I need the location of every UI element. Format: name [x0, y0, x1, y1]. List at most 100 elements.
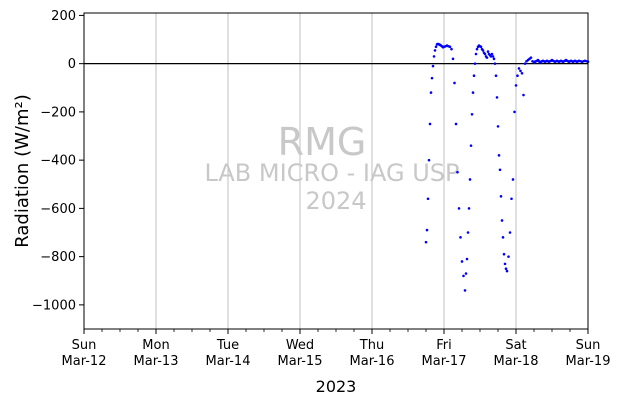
data-point: [500, 219, 504, 222]
data-point: [491, 55, 495, 58]
y-tick-label: 0: [68, 57, 76, 72]
x-tick-day: Sun: [576, 338, 601, 353]
data-point: [428, 122, 432, 126]
data-point: [507, 255, 510, 258]
data-point: [471, 91, 475, 94]
data-point: [504, 267, 508, 270]
data-point: [510, 197, 513, 201]
data-point: [490, 52, 494, 56]
data-point: [470, 113, 474, 116]
data-point: [516, 74, 519, 78]
data-point: [522, 93, 525, 97]
watermark-line-2: LAB MICRO - IAG USP: [204, 159, 459, 187]
data-point: [426, 197, 430, 201]
data-point: [517, 67, 521, 70]
data-point: [462, 274, 465, 278]
data-point: [465, 257, 469, 261]
data-point: [481, 49, 485, 52]
data-point: [460, 260, 464, 263]
data-point: [475, 47, 479, 51]
data-point: [424, 240, 428, 244]
data-point: [434, 45, 438, 49]
data-point: [485, 56, 489, 59]
data-point: [425, 228, 429, 232]
data-point: [430, 76, 434, 80]
data-point: [502, 252, 506, 256]
data-point: [469, 144, 473, 147]
data-point: [467, 207, 471, 210]
x-tick-date: Mar-17: [422, 354, 467, 369]
data-point: [483, 52, 487, 56]
watermark: RMG LAB MICRO - IAG USP 2024: [204, 120, 459, 215]
data-point: [523, 62, 527, 65]
data-point: [496, 125, 500, 128]
data-point: [498, 168, 502, 172]
data-point: [453, 81, 456, 85]
data-point: [495, 96, 499, 99]
data-point: [454, 122, 458, 126]
x-tick-date: Mar-16: [350, 354, 395, 369]
data-point: [499, 195, 503, 198]
x-tick-day: Mon: [142, 338, 169, 353]
data-point: [501, 236, 505, 239]
watermark-line-3: 2024: [305, 187, 366, 215]
data-point: [429, 91, 433, 94]
data-point: [503, 262, 507, 266]
data-point: [468, 178, 472, 181]
data-point: [508, 231, 512, 234]
data-point: [432, 55, 436, 58]
data-point: [492, 57, 496, 61]
x-tick-date: Mar-12: [62, 354, 107, 369]
y-axis: 200 0 −200 −400 −600 −800 −1000: [32, 9, 84, 313]
data-point: [464, 272, 468, 275]
data-point: [451, 57, 455, 61]
data-point: [473, 62, 477, 65]
data-point: [494, 74, 498, 78]
data-point: [519, 69, 522, 73]
y-tick-label: −400: [40, 154, 76, 169]
x-tick-date: Mar-13: [134, 354, 179, 369]
y-tick-label: −800: [40, 250, 76, 265]
data-point: [514, 84, 518, 87]
data-point: [459, 236, 462, 239]
x-tick-date: Mar-14: [206, 354, 251, 369]
y-tick-label: 200: [51, 9, 76, 24]
data-point: [497, 154, 501, 157]
data-point: [479, 45, 483, 49]
data-point: [448, 45, 452, 49]
data-point: [463, 289, 467, 292]
data-point: [466, 231, 470, 234]
watermark-line-1: RMG: [278, 120, 367, 164]
vertical-grid: [155, 13, 517, 329]
data-point: [472, 74, 476, 78]
y-tick-label: −1000: [32, 298, 76, 313]
data-point: [493, 62, 497, 65]
y-axis-title: Radiation (W/m²): [12, 94, 33, 247]
data-point: [529, 56, 533, 59]
x-tick-day: Sat: [505, 338, 526, 353]
data-point: [486, 50, 490, 53]
x-axis: SunMar-12MonMar-13TueMar-14WedMar-15ThuM…: [62, 329, 610, 369]
data-point: [511, 178, 515, 181]
y-tick-label: −200: [40, 105, 76, 120]
x-tick-date: Mar-15: [278, 354, 323, 369]
x-tick-day: Wed: [286, 338, 314, 353]
data-point: [427, 158, 431, 162]
y-tick-label: −600: [40, 202, 76, 217]
data-point: [520, 72, 524, 75]
x-tick-day: Sun: [72, 338, 97, 353]
data-point: [431, 64, 435, 68]
data-point: [513, 110, 516, 114]
data-point: [474, 52, 478, 56]
data-point: [457, 207, 461, 210]
x-tick-day: Tue: [216, 338, 239, 353]
data-point: [489, 55, 493, 58]
x-tick-day: Fri: [436, 338, 452, 353]
data-point: [456, 170, 459, 174]
data-point: [505, 269, 509, 273]
data-point: [450, 47, 453, 51]
radiation-points: [424, 42, 590, 292]
x-axis-title: 2023: [316, 377, 357, 396]
data-point: [433, 49, 437, 52]
